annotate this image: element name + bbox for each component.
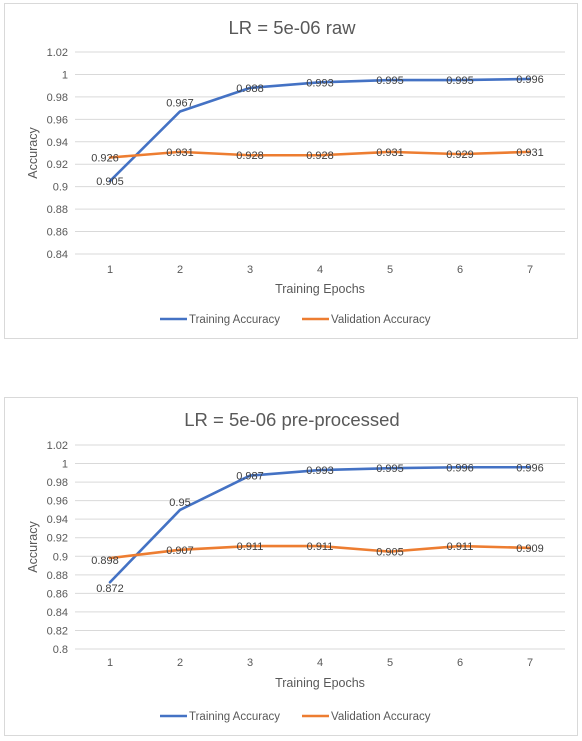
validation-data-label: 0.926	[91, 152, 119, 164]
legend-label-training: Training Accuracy	[189, 711, 280, 723]
chart-title: LR = 5e-06 raw	[229, 17, 357, 38]
validation-data-label: 0.898	[91, 555, 119, 567]
y-tick-label: 0.98	[47, 92, 68, 104]
training-data-label: 0.996	[516, 462, 544, 474]
training-accuracy-line	[108, 465, 532, 584]
y-tick-label: 0.82	[47, 625, 68, 637]
validation-accuracy-line	[108, 544, 532, 560]
legend-label-validation: Validation Accuracy	[331, 711, 431, 723]
x-tick-label: 3	[247, 657, 253, 669]
training-data-label: 0.995	[376, 463, 404, 475]
y-tick-label: 0.94	[47, 514, 68, 526]
x-tick-label: 7	[527, 264, 533, 276]
validation-data-label: 0.928	[306, 150, 334, 162]
training-data-label: 0.988	[236, 83, 264, 95]
line-chart-pre-processed: LR = 5e-06 pre-processed 0.8 0.82 0.84 0.86 0…	[26, 409, 565, 723]
validation-data-label: 0.931	[166, 147, 194, 159]
y-tick-label: 1	[62, 459, 68, 471]
y-tick-label: 0.96	[47, 114, 68, 126]
x-tick-label: 4	[317, 657, 323, 669]
y-tick-label: 0.8	[53, 644, 68, 656]
chart-title: LR = 5e-06 pre-processed	[184, 409, 399, 430]
validation-data-label: 0.911	[447, 541, 474, 553]
training-data-label: 0.993	[306, 465, 334, 477]
validation-data-label: 0.909	[516, 543, 544, 555]
validation-data-label: 0.911	[307, 541, 334, 553]
x-tick-label: 5	[387, 264, 393, 276]
chart-panel-raw: LR = 5e-06 raw 0.84 0.86 0.88 0.9 0.92 0.94 0.9…	[4, 3, 578, 339]
x-tick-label: 2	[177, 264, 183, 276]
training-data-label: 0.995	[376, 75, 404, 87]
y-axis-title: Accuracy	[26, 127, 40, 179]
training-data-label: 0.95	[169, 497, 190, 509]
training-data-label: 0.996	[446, 462, 474, 474]
x-axis-title: Training Epochs	[275, 282, 365, 296]
x-tick-label: 3	[247, 264, 253, 276]
validation-data-label: 0.911	[237, 541, 264, 553]
y-tick-label: 0.92	[47, 159, 68, 171]
training-accuracy-line	[108, 77, 532, 183]
y-axis-title: Accuracy	[26, 521, 40, 573]
x-tick-label: 1	[107, 657, 113, 669]
x-axis-title: Training Epochs	[275, 676, 365, 690]
validation-data-label: 0.928	[236, 150, 264, 162]
y-tick-label: 1.02	[47, 440, 68, 452]
x-tick-label: 1	[107, 264, 113, 276]
y-tick-label: 1.02	[47, 47, 68, 59]
y-tick-label: 0.9	[53, 551, 68, 563]
training-data-label: 0.996	[516, 74, 544, 86]
y-tick-label: 0.98	[47, 477, 68, 489]
validation-data-label: 0.905	[376, 547, 404, 559]
x-tick-label: 4	[317, 264, 323, 276]
y-tick-label: 0.84	[47, 607, 68, 619]
x-tick-label: 6	[457, 657, 463, 669]
legend-label-training: Training Accuracy	[189, 314, 280, 326]
training-data-label: 0.995	[446, 75, 474, 87]
y-tick-label: 0.86	[47, 588, 68, 600]
training-data-label: 0.872	[96, 583, 124, 595]
y-tick-label: 0.88	[47, 204, 68, 216]
x-tick-label: 2	[177, 657, 183, 669]
training-data-label: 0.905	[96, 176, 124, 188]
y-tick-label: 1	[62, 69, 68, 81]
y-tick-label: 0.9	[53, 182, 68, 194]
training-data-label: 0.987	[236, 471, 264, 483]
validation-data-label: 0.929	[446, 149, 474, 161]
y-tick-label: 0.84	[47, 249, 68, 261]
y-tick-label: 0.86	[47, 227, 68, 239]
x-tick-label: 7	[527, 657, 533, 669]
validation-data-label: 0.931	[516, 147, 544, 159]
chart-panel-pre-processed: LR = 5e-06 pre-processed 0.8 0.82 0.84 0.86 0…	[4, 397, 578, 736]
x-tick-label: 6	[457, 264, 463, 276]
y-tick-label: 0.88	[47, 570, 68, 582]
y-tick-label: 0.92	[47, 533, 68, 545]
y-tick-label: 0.96	[47, 496, 68, 508]
validation-data-label: 0.907	[166, 545, 194, 557]
validation-accuracy-line	[108, 150, 532, 159]
x-tick-label: 5	[387, 657, 393, 669]
training-data-label: 0.993	[306, 77, 334, 89]
legend-label-validation: Validation Accuracy	[331, 314, 431, 326]
y-tick-label: 0.94	[47, 137, 68, 149]
line-chart-raw: LR = 5e-06 raw 0.84 0.86 0.88 0.9 0.92 0.94 0.9…	[26, 17, 565, 326]
validation-data-label: 0.931	[376, 147, 404, 159]
training-data-label: 0.967	[166, 97, 194, 109]
